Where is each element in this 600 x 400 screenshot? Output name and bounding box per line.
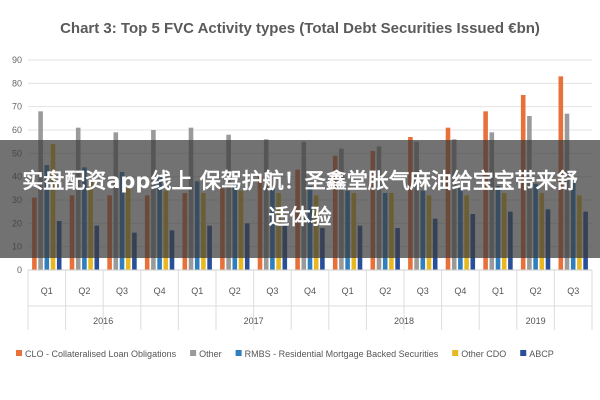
year-label: 2019 <box>526 316 546 326</box>
legend-label: CLO - Collateralised Loan Obligations <box>25 349 177 359</box>
legend-label: ABCP <box>529 349 554 359</box>
banner-text: 实盘配资app线上 保驾护航！圣鑫堂胀气麻油给宝宝带来舒适体验 <box>22 169 578 229</box>
legend: CLO - Collateralised Loan Obligations Oth… <box>16 349 554 359</box>
x-tick-label: Q1 <box>41 286 53 296</box>
legend-swatch <box>235 350 242 356</box>
x-tick-label: Q4 <box>154 286 166 296</box>
x-tick-label: Q1 <box>191 286 203 296</box>
legend-swatch <box>520 350 527 356</box>
legend-label: RMBS - Residential Mortgage Backed Secur… <box>245 349 439 359</box>
x-tick-label: Q3 <box>116 286 128 296</box>
x-tick-label: Q3 <box>417 286 429 296</box>
legend-swatch <box>190 350 197 356</box>
y-tick-label: 60 <box>12 125 22 135</box>
x-tick-label: Q2 <box>379 286 391 296</box>
y-tick-label: 70 <box>12 102 22 112</box>
year-label: 2018 <box>394 316 414 326</box>
y-tick-label: 80 <box>12 78 22 88</box>
legend-label: Other CDO <box>461 349 506 359</box>
legend-swatch <box>452 350 459 356</box>
x-tick-label: Q2 <box>229 286 241 296</box>
y-tick-label: 0 <box>17 265 22 275</box>
chart-title: Chart 3: Top 5 FVC Activity types (Total… <box>60 20 540 37</box>
legend-swatch <box>16 350 22 356</box>
x-tick-label: Q1 <box>342 286 354 296</box>
x-axis: Q1 Q2 Q3 Q4 Q1 Q2 Q3 Q4 Q1 Q2 Q3 Q4 Q1 Q2 Q3 2016 2017 20… <box>27 269 593 330</box>
year-label: 2017 <box>244 316 264 326</box>
x-tick-label: Q3 <box>266 286 278 296</box>
y-tick-label: 90 <box>12 55 22 65</box>
overlay-banner: 实盘配资app线上 保驾护航！圣鑫堂胀气麻油给宝宝带来舒适体验 <box>0 140 600 258</box>
year-label: 2016 <box>93 316 113 326</box>
x-tick-label: Q2 <box>530 286 542 296</box>
x-tick-label: Q1 <box>492 286 504 296</box>
x-tick-label: Q4 <box>454 286 466 296</box>
x-tick-label: Q4 <box>304 286 316 296</box>
x-tick-label: Q3 <box>567 286 579 296</box>
legend-label: Other <box>199 349 222 359</box>
x-tick-label: Q2 <box>78 286 90 296</box>
